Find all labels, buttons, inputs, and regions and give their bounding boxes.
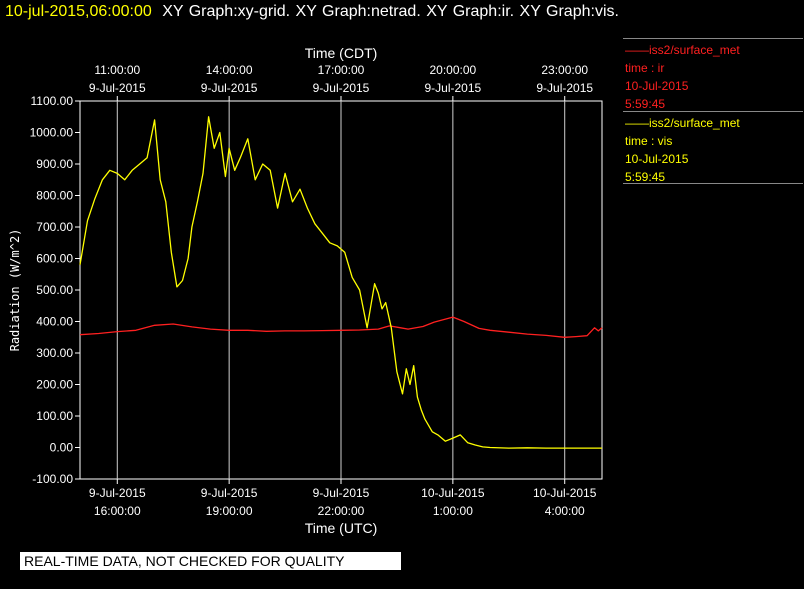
y-tick-label: 600.00 [36, 252, 73, 266]
y-tick-label: 500.00 [36, 283, 73, 297]
legend-ir-date: 10-Jul-2015 [625, 79, 689, 93]
legend-ir-name: ——iss2/surface_met [625, 43, 740, 57]
series-line-vis [79, 116, 602, 449]
x-tick-label-date: 10-Jul-2015 [533, 486, 597, 500]
y-axis-label: Radiation (W/m^2) [8, 229, 22, 352]
legend-vis: ——iss2/surface_met time : vis 10-Jul-201… [623, 111, 803, 186]
y-tick-label: 300.00 [36, 346, 73, 360]
legend-ir-field: time : ir [625, 61, 665, 75]
x-tick-label-date: 9-Jul-2015 [89, 486, 146, 500]
y-tick-label: 200.00 [36, 378, 73, 392]
series-line-ir [79, 316, 603, 338]
x-top-tick-label-date: 9-Jul-2015 [89, 81, 146, 95]
x-top-tick-label-time: 11:00:00 [94, 63, 140, 77]
x-tick-label-time: 22:00:00 [318, 504, 365, 518]
x-tick-label-time: 1:00:00 [433, 504, 473, 518]
x-top-tick-label-date: 9-Jul-2015 [313, 81, 370, 95]
legend-vis-time: 5:59:45 [625, 170, 666, 184]
legend-vis-date: 10-Jul-2015 [625, 152, 689, 166]
legend-separator [623, 183, 803, 184]
x-tick-label-date: 10-Jul-2015 [421, 486, 485, 500]
title-bar: 10-jul-2015,06:00:00 XY Graph:xy-grid. X… [5, 3, 619, 21]
x-top-tick-label-time: 20:00:00 [429, 63, 476, 77]
title-timestamp: 10-jul-2015,06:00:00 [5, 3, 152, 20]
legend-separator [623, 38, 803, 39]
y-tick-label: 100.00 [36, 409, 73, 423]
y-tick-label: 1100.00 [31, 94, 74, 108]
y-tick-label: 700.00 [36, 220, 73, 234]
y-tick-label: 800.00 [36, 189, 73, 203]
legend-ir: ——iss2/surface_met time : ir 10-Jul-2015… [623, 38, 803, 113]
legend-ir-time: 5:59:45 [625, 97, 666, 111]
legend-vis-name: ——iss2/surface_met [625, 116, 740, 130]
x-top-tick-label-date: 9-Jul-2015 [536, 81, 593, 95]
legend-vis-field: time : vis [625, 134, 673, 148]
x-tick-label-time: 4:00:00 [545, 504, 585, 518]
x-axis-label: Time (UTC) [305, 520, 378, 536]
quality-disclaimer: REAL-TIME DATA, NOT CHECKED FOR QUALITY [20, 552, 401, 570]
x-top-tick-label-time: 17:00:00 [318, 63, 365, 77]
x-top-tick-label-date: 9-Jul-2015 [425, 81, 482, 95]
y-tick-label: 0.00 [50, 441, 74, 455]
x-top-tick-label-date: 9-Jul-2015 [201, 81, 258, 95]
y-tick-label: 400.00 [36, 315, 73, 329]
x-top-tick-label-time: 23:00:00 [541, 63, 588, 77]
x-tick-label-date: 9-Jul-2015 [201, 486, 258, 500]
x-tick-label-date: 9-Jul-2015 [313, 486, 370, 500]
x-top-tick-label-time: 14:00:00 [206, 63, 253, 77]
y-tick-label: -100.00 [32, 472, 73, 486]
y-tick-label: 1000.00 [30, 126, 74, 140]
title-graph-list: XY Graph:xy-grid. XY Graph:netrad. XY Gr… [162, 3, 619, 20]
legend-separator [623, 111, 803, 112]
y-tick-label: 900.00 [36, 157, 73, 171]
x-tick-label-time: 16:00:00 [94, 504, 141, 518]
x-tick-label-time: 19:00:00 [206, 504, 253, 518]
x-axis-label-top: Time (CDT) [305, 45, 378, 61]
